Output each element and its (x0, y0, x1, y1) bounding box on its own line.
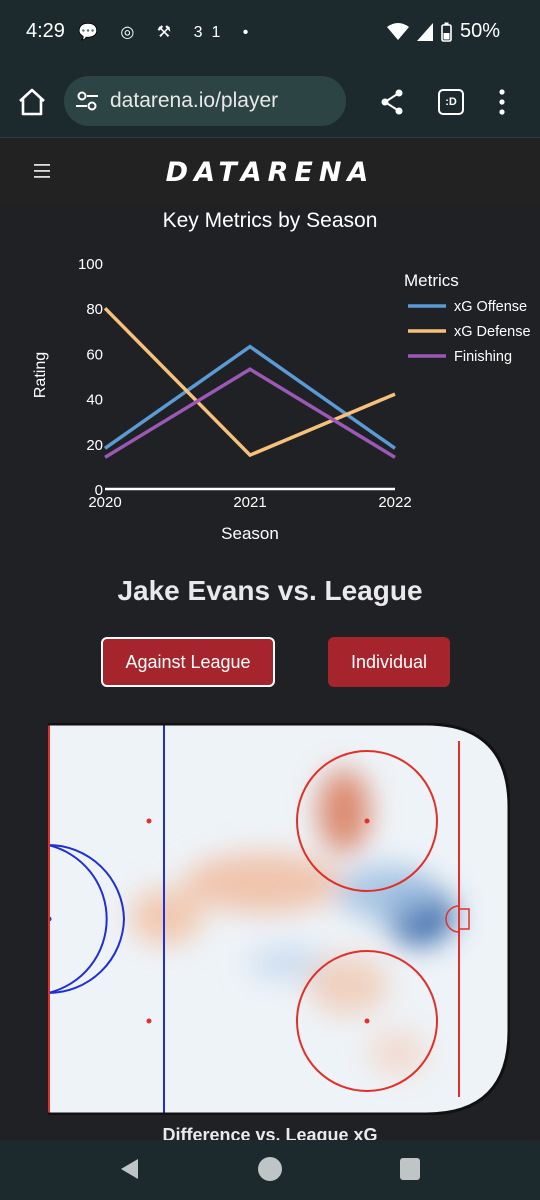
series-line-xg-defense[interactable] (103, 306, 396, 458)
y-tick-label: 40 (86, 392, 103, 409)
series-line-xg-offense[interactable] (103, 344, 397, 450)
y-tick-label: 20 (86, 437, 103, 454)
home-icon[interactable] (16, 86, 48, 118)
faceoff-circle-top (296, 750, 438, 892)
individual-button[interactable]: Individual (328, 637, 450, 687)
recents-icon[interactable] (400, 1158, 420, 1180)
site-header: DATARENA (0, 139, 540, 205)
faceoff-circle-bottom (296, 950, 438, 1092)
site-settings-icon[interactable] (74, 88, 100, 114)
status-bar: 4:29 💬 ◎ ⚒ 31 • 50% (0, 0, 540, 64)
y-tick-label: 100 (78, 256, 103, 273)
legend-label[interactable]: xG Defense (454, 324, 531, 340)
neutral-dot-bottom (146, 1018, 152, 1024)
wifi-icon (386, 22, 409, 40)
x-tick-label: 2021 (233, 494, 266, 511)
y-tick-label: 60 (86, 346, 103, 363)
signal-icon (416, 22, 433, 41)
back-icon[interactable] (118, 1157, 140, 1181)
heatmap-caption: Difference vs. League xG (162, 1125, 378, 1140)
share-icon[interactable] (378, 88, 406, 116)
center-circle-arc-right (48, 844, 126, 994)
chart-title: Key Metrics by Season (162, 209, 378, 232)
x-tick-label: 2020 (88, 494, 121, 511)
site-logo[interactable]: DATARENA (165, 157, 375, 188)
legend-label[interactable]: xG Offense (454, 299, 527, 315)
crease-arc (445, 905, 460, 933)
tab-switcher-button[interactable]: :D (438, 89, 464, 115)
home-nav-icon[interactable] (258, 1157, 282, 1181)
browser-toolbar: datarena.io/player :D (0, 64, 540, 138)
neutral-dot-top (146, 818, 152, 824)
page-content: Key Metrics by Season 0 20 40 60 80 100 2020 2… (0, 205, 540, 1140)
goal-crease (458, 908, 470, 930)
x-tick-label: 2022 (378, 494, 411, 511)
series-line-finishing[interactable] (104, 367, 396, 459)
y-axis-title: Rating (32, 352, 49, 398)
status-right: 50% (386, 20, 500, 43)
heatmap-blobs (130, 769, 454, 1077)
battery-percent: 50% (459, 20, 500, 42)
more-options-icon[interactable] (490, 88, 514, 116)
against-league-button[interactable]: Against League (101, 637, 275, 687)
url-text: datarena.io/player (110, 89, 279, 112)
battery-icon (441, 22, 452, 42)
legend-title: Metrics (404, 271, 459, 290)
legend-label[interactable]: Finishing (454, 349, 512, 365)
y-tick-label: 0 (95, 482, 103, 499)
faceoff-dot-top (364, 818, 370, 824)
notification-icons: 💬 ◎ ⚒ 31 • (78, 24, 258, 41)
center-circle-arc (48, 844, 108, 994)
status-time: 4:29 (26, 20, 65, 42)
hamburger-menu-icon[interactable] (34, 164, 50, 178)
player-comparison-title: Jake Evans vs. League (117, 575, 423, 606)
system-nav-bar (0, 1140, 540, 1200)
xg-heatmap-rink (48, 723, 510, 1115)
address-bar[interactable]: datarena.io/player (64, 76, 346, 126)
y-tick-label: 80 (86, 301, 103, 318)
faceoff-dot-bottom (364, 1018, 370, 1024)
x-axis-title: Season (221, 524, 279, 543)
rink-boards (48, 723, 510, 1115)
